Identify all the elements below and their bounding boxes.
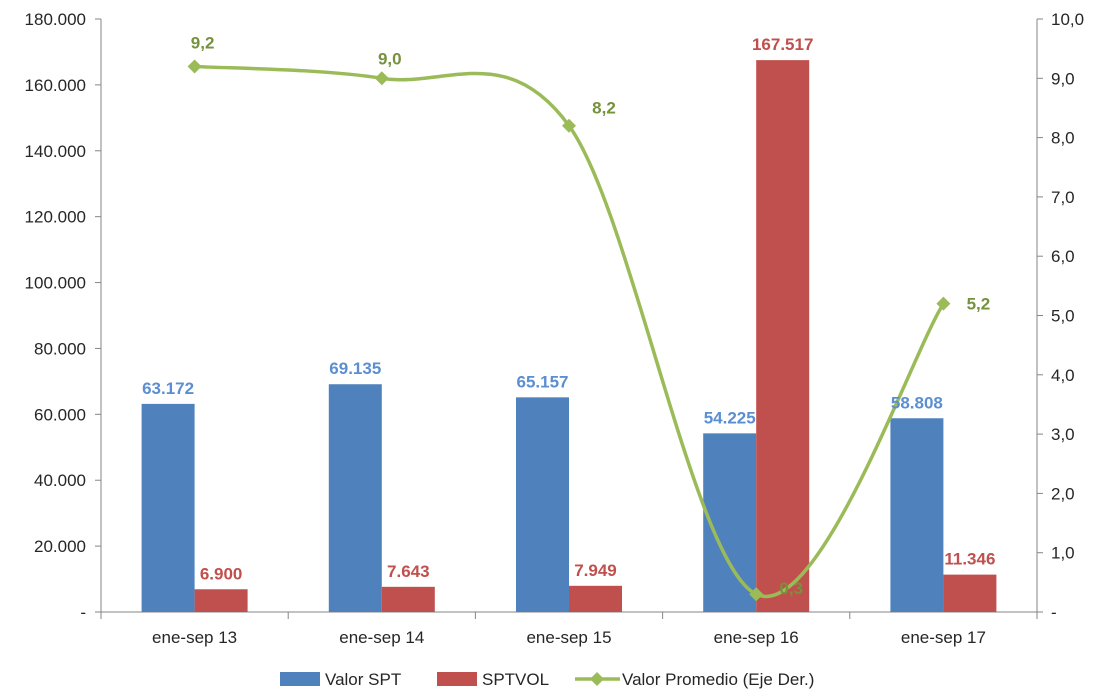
bar-sptvol: [569, 585, 622, 612]
bar-sptvol: [381, 586, 435, 612]
legend-label-sptvol: SPTVOL: [482, 670, 549, 689]
bar-sptvol: [756, 60, 810, 612]
data-label-valor-promedio: 9,0: [378, 49, 402, 68]
line-series: [187, 59, 951, 602]
data-label-valor-spt: 63.172: [142, 379, 194, 398]
data-label-sptvol: 7.643: [387, 562, 430, 581]
bar-valor-spt: [890, 418, 944, 612]
legend-label-valor-promedio: Valor Promedio (Eje Der.): [622, 670, 814, 689]
data-label-valor-spt: 69.135: [329, 359, 381, 378]
bars: [141, 60, 997, 612]
right-tick-label: 8,0: [1051, 129, 1075, 148]
right-tick-label: 7,0: [1051, 188, 1075, 207]
data-label-sptvol: 167.517: [752, 35, 813, 54]
data-label-sptvol: 6.900: [200, 564, 243, 583]
category-label: ene-sep 14: [339, 628, 424, 647]
data-label-valor-promedio: 8,2: [592, 99, 616, 118]
data-label-valor-promedio: 5,2: [967, 295, 991, 314]
bar-sptvol: [943, 574, 997, 612]
right-tick-label: 3,0: [1051, 425, 1075, 444]
category-label: ene-sep 16: [714, 628, 799, 647]
left-tick-label: 120.000: [25, 208, 86, 227]
left-tick-label: -: [80, 603, 86, 622]
marker-valor-promedio: [374, 71, 389, 86]
legend: Valor SPT SPTVOL Valor Promedio (Eje Der.): [280, 670, 814, 689]
data-label-valor-promedio: 0,3: [779, 579, 803, 598]
left-tick-label: 140.000: [25, 142, 86, 161]
left-tick-label: 20.000: [34, 537, 86, 556]
legend-swatch-sptvol: [437, 672, 477, 686]
right-tick-label: 5,0: [1051, 307, 1075, 326]
category-label: ene-sep 13: [152, 628, 237, 647]
left-tick-label: 180.000: [25, 10, 86, 29]
marker-valor-promedio: [562, 118, 576, 133]
marker-valor-promedio: [936, 296, 951, 311]
left-tick-label: 160.000: [25, 76, 86, 95]
left-tick-label: 40.000: [34, 471, 86, 490]
bar-valor-spt: [328, 384, 382, 612]
left-tick-label: 80.000: [34, 339, 86, 358]
bar-valor-spt: [141, 403, 195, 612]
right-tick-label: 9,0: [1051, 69, 1075, 88]
legend-label-valor-spt: Valor SPT: [325, 670, 401, 689]
right-tick-label: 6,0: [1051, 247, 1075, 266]
right-tick-label: 10,0: [1051, 10, 1084, 29]
right-tick-label: -: [1051, 603, 1057, 622]
bar-valor-spt: [516, 397, 569, 612]
category-label: ene-sep 17: [901, 628, 986, 647]
data-label-sptvol: 7.949: [574, 561, 617, 580]
data-label-sptvol: 11.346: [944, 550, 995, 569]
marker-valor-promedio: [749, 587, 764, 602]
legend-swatch-valor-spt: [280, 672, 320, 686]
axes: - 20.000 40.000 60.000 80.000 100.000 120.000 1…: [25, 10, 1085, 647]
right-tick-label: 1,0: [1051, 544, 1075, 563]
right-tick-label: 2,0: [1051, 484, 1075, 503]
data-label-valor-promedio: 9,2: [191, 33, 215, 52]
right-tick-label: 4,0: [1051, 366, 1075, 385]
line-valor-promedio: [194, 64, 945, 599]
data-label-valor-spt: 54.225: [704, 408, 756, 427]
marker-valor-promedio: [187, 59, 202, 74]
data-labels: 63.172 6.900 69.135 7.643 65.157 7.949 54.225 1…: [142, 33, 995, 598]
data-label-valor-spt: 65.157: [517, 372, 569, 391]
left-tick-label: 60.000: [34, 405, 86, 424]
category-label: ene-sep 15: [526, 628, 611, 647]
left-tick-label: 100.000: [25, 274, 86, 293]
legend-marker-valor-promedio: [590, 672, 604, 686]
data-label-valor-spt: 58.808: [891, 393, 943, 412]
bar-sptvol: [194, 589, 248, 612]
